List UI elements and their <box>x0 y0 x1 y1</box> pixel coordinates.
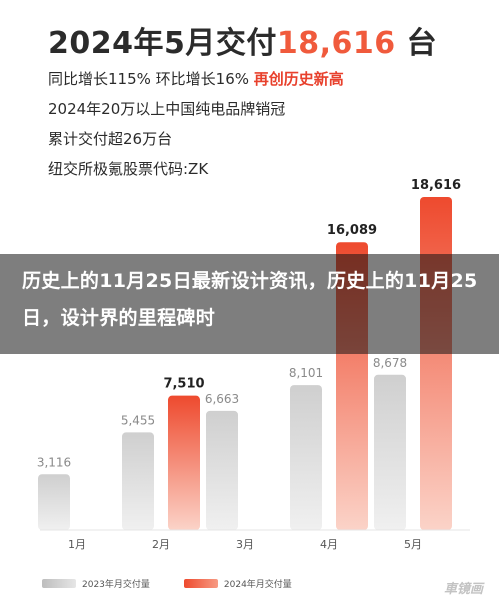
bar-2024-5 <box>420 197 452 530</box>
news-overlay <box>0 254 499 354</box>
data-label-2023-1: 3,116 <box>37 455 71 469</box>
bar-2023-1 <box>38 474 70 530</box>
data-label-2023-3: 6,663 <box>205 392 239 406</box>
x-tick-label-4: 4月 <box>320 538 338 551</box>
bar-2023-2 <box>122 432 154 530</box>
bar-2024-2 <box>168 395 200 530</box>
data-label-2023-2: 5,455 <box>121 413 155 427</box>
bar-2023-5 <box>374 374 406 530</box>
title-suffix: 台 <box>395 26 438 61</box>
title-prefix: 2024年5月交付 <box>48 26 277 61</box>
growth-text: 同比增长115% 环比增长16% <box>48 70 254 88</box>
headline-growth: 同比增长115% 环比增长16% 再创历史新高 <box>48 64 344 94</box>
legend-swatch-2024 <box>183 578 218 588</box>
record-highlight: 再创历史新高 <box>253 70 344 88</box>
x-tick-label-1: 1月 <box>68 538 86 551</box>
data-label-2023-5: 8,678 <box>373 356 407 370</box>
headline-cumulative: 累计交付超26万台 <box>48 130 173 148</box>
bar-2023-3 <box>206 410 238 530</box>
headline-list: 同比增长115% 环比增长16% 再创历史新高 2024年20万以上中国纯电品牌… <box>48 64 344 184</box>
legend-swatch-2023 <box>42 578 76 588</box>
headline-brand: 2024年20万以上中国纯电品牌销冠 <box>48 100 286 118</box>
watermark-logo: 車镜画 <box>443 582 483 597</box>
x-tick-label-5: 5月 <box>404 538 422 551</box>
legend-item-2023: 2023年月交付量 <box>42 577 150 590</box>
x-tick-label-2: 2月 <box>152 538 170 551</box>
page-title: 2024年5月交付18,616 台 <box>48 18 437 62</box>
headline-ticker: 纽交所极氪股票代码:ZK <box>48 160 209 178</box>
legend-item-2024: 2024年月交付量 <box>183 577 292 590</box>
data-label-2024-5: 18,616 <box>411 178 461 193</box>
x-tick-label-3: 3月 <box>236 538 254 551</box>
data-label-2023-4: 8,101 <box>289 366 323 380</box>
bar-2023-4 <box>290 385 322 530</box>
legend: 2023年月交付量 2024年月交付量 <box>42 575 326 591</box>
data-label-2024-2: 7,510 <box>163 377 204 392</box>
overlay-headline: 历史上的11月25日最新设计资讯，历史上的11月25日，设计界的里程碑时 <box>22 270 478 329</box>
data-label-2024-4: 16,089 <box>327 223 377 238</box>
legend-label-2023: 2023年月交付量 <box>82 579 150 590</box>
title-value: 18,616 <box>276 26 396 61</box>
legend-label-2024: 2024年月交付量 <box>223 579 292 590</box>
